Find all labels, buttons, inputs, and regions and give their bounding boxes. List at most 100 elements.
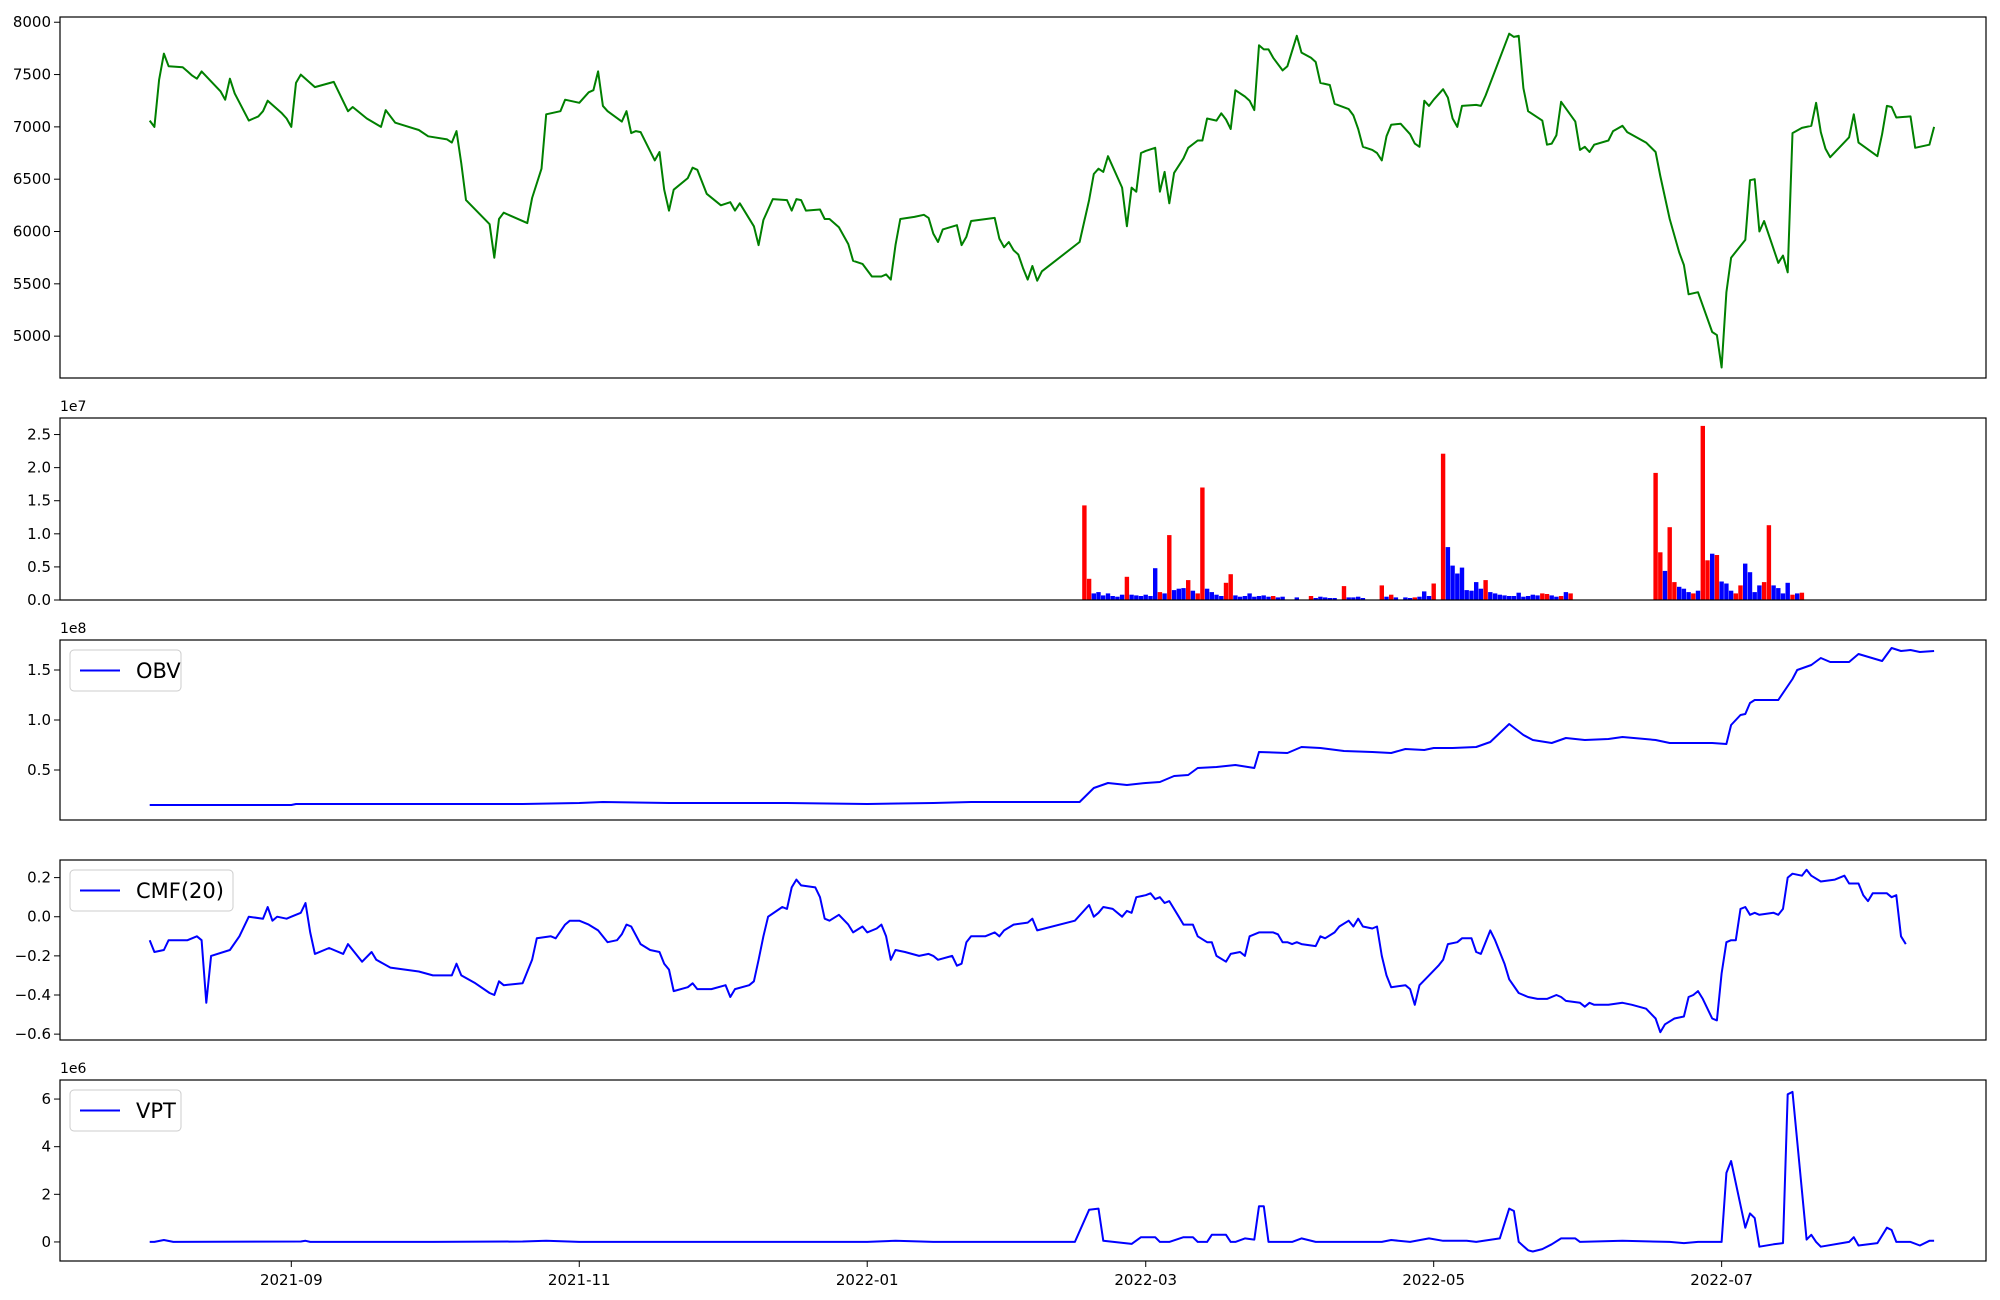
volume-bar [1511, 596, 1517, 600]
volume-bar [1271, 596, 1276, 600]
volume-bar [1455, 573, 1460, 600]
axis-scale-label: 1e8 [60, 621, 86, 637]
volume-bar [1795, 593, 1800, 600]
vpt-series-line [149, 1090, 1935, 1253]
y-tick-label: 0.0 [27, 908, 51, 926]
volume-bar [1171, 590, 1177, 600]
volume-bar [1351, 597, 1356, 600]
vpt-panel: 0 2 4 6 1e6 2021-09 2021-11 2022-01 2022-03 2022-… [41, 1061, 1987, 1289]
volume-bar [1710, 553, 1715, 600]
volume-bar [1403, 597, 1408, 600]
volume-bar [1667, 527, 1672, 600]
price-series-line [148, 32, 1936, 369]
volume-bar [1558, 596, 1564, 600]
volume-bar [1186, 580, 1191, 600]
volume-bar [1799, 592, 1805, 600]
legend-label: VPT [136, 1099, 176, 1123]
volume-bar [1549, 595, 1554, 600]
x-tick-label: 2022-07 [1690, 1271, 1753, 1289]
volume-bar [1440, 453, 1446, 600]
volume-axes-frame [59, 417, 1987, 601]
volume-bar [1525, 596, 1531, 600]
volume-bar [1445, 547, 1451, 600]
legend-box [69, 649, 182, 692]
price-axes-frame [59, 16, 1987, 379]
volume-bar [1488, 592, 1493, 600]
volume-bar [1341, 586, 1347, 600]
axis-scale-label: 1e6 [60, 1061, 87, 1077]
legend-box [69, 869, 234, 912]
volume-bar [1776, 588, 1781, 600]
y-tick-label: 6500 [13, 170, 51, 188]
cmf-axes-frame [59, 859, 1987, 1041]
y-tick-label: 4 [41, 1138, 51, 1156]
volume-bar [1360, 598, 1366, 600]
volume-bar [1379, 585, 1384, 600]
volume-bar [1733, 593, 1738, 600]
volume-bar [1247, 593, 1252, 600]
volume-bar [1322, 597, 1328, 600]
volume-bar [1426, 596, 1432, 600]
volume-bar [1143, 594, 1148, 600]
y-tick-label: 0.2 [27, 869, 51, 887]
volume-bar [1294, 597, 1299, 600]
volume-bar [1790, 594, 1795, 600]
volume-bar [1096, 592, 1101, 600]
y-tick-label: 1.0 [27, 525, 51, 543]
volume-bar [1700, 425, 1705, 600]
volume-bar [1153, 568, 1158, 600]
volume-bar [1393, 597, 1399, 600]
y-tick-label: 2.0 [27, 459, 51, 477]
vpt-axes-frame [59, 1079, 1987, 1262]
y-tick-label: 0.5 [27, 558, 51, 576]
y-tick-label: 1.5 [27, 661, 51, 679]
volume-bar [1497, 594, 1502, 600]
volume-bar [1724, 583, 1729, 600]
y-tick-label: −0.4 [15, 986, 51, 1004]
x-tick-label: 2021-09 [260, 1271, 323, 1289]
volume-panel: 0.0 0.5 1.0 1.5 2.0 2.5 1e7 [27, 399, 1987, 609]
legend: OBV [69, 649, 182, 692]
y-tick-label: 2 [41, 1185, 51, 1203]
volume-bar [1695, 590, 1701, 600]
x-tick-label: 2021-11 [548, 1271, 611, 1289]
y-tick-label: 6 [41, 1090, 51, 1108]
volume-bar [1280, 596, 1285, 600]
volume-bar [1747, 572, 1753, 600]
y-tick-label: 1.5 [27, 492, 51, 510]
volume-bar [1389, 594, 1394, 600]
volume-bar [1101, 595, 1106, 600]
volume-bar [1086, 578, 1092, 600]
y-tick-label: 6000 [13, 223, 51, 241]
volume-bar [1162, 593, 1167, 600]
volume-bar [1662, 570, 1668, 600]
volume-bar [1752, 592, 1757, 600]
volume-bar [1474, 582, 1479, 600]
volume-bar [1129, 594, 1134, 600]
volume-bar [1681, 588, 1687, 600]
volume-bar [1167, 535, 1172, 600]
y-tick-label: 5000 [13, 327, 51, 345]
volume-bar [1478, 588, 1484, 600]
volume-bar [1332, 598, 1337, 600]
y-tick-label: 7500 [13, 66, 51, 84]
volume-bar [1190, 590, 1196, 600]
volume-bar [1431, 583, 1436, 600]
volume-bar [1119, 594, 1125, 600]
y-tick-label: −0.6 [15, 1025, 51, 1043]
legend-box [69, 1089, 182, 1132]
volume-bar [1705, 560, 1710, 600]
volume-bar [1422, 591, 1427, 600]
volume-bar [1318, 596, 1323, 600]
volume-bar [1219, 596, 1224, 600]
volume-bar [1261, 595, 1266, 600]
volume-bar [1766, 525, 1772, 600]
volume-bar [1492, 593, 1498, 600]
volume-bar [1252, 596, 1257, 600]
volume-bar [1242, 596, 1248, 600]
volume-bar [1544, 594, 1550, 600]
volume-bar [1327, 598, 1332, 600]
price-panel: 5000 5500 6000 6500 7000 7500 8000 [13, 13, 1987, 379]
volume-bar [1313, 598, 1318, 600]
